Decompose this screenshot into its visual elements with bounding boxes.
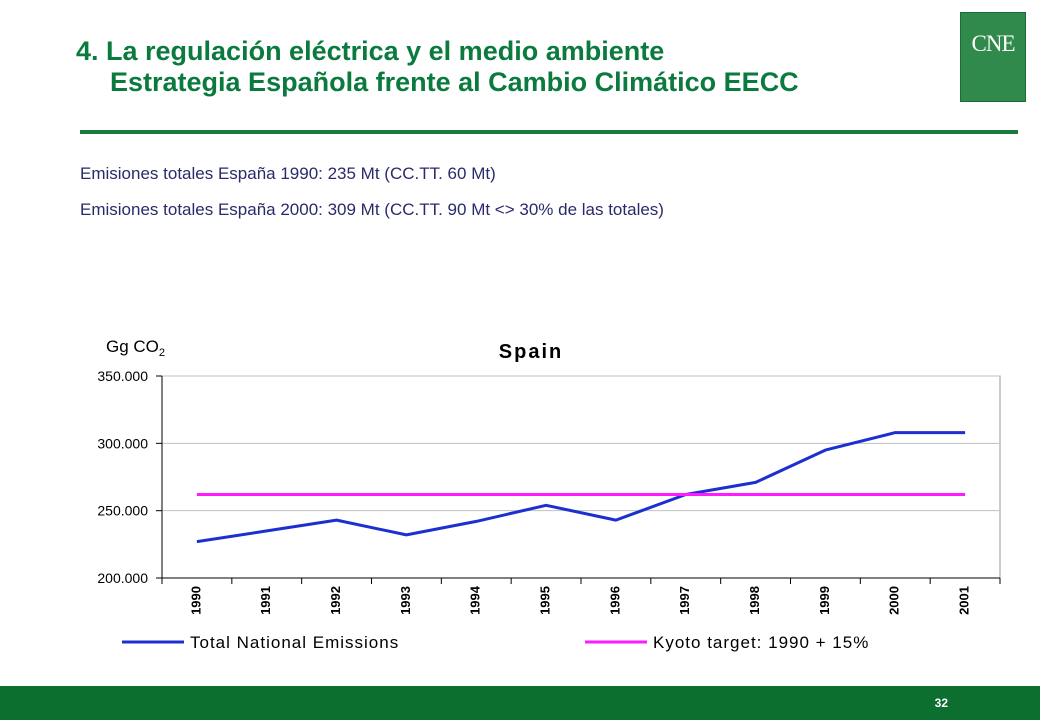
x-tick-label: 1993	[398, 586, 413, 615]
x-tick-label: 1998	[747, 586, 762, 615]
title-line-2: Estrategia Española frente al Cambio Cli…	[110, 67, 799, 97]
x-tick-label: 1990	[188, 586, 203, 615]
y-axis-label: Gg CO2	[106, 337, 165, 359]
x-tick-label: 1996	[607, 586, 622, 615]
cne-logo: CNE	[960, 12, 1026, 102]
series-line-1	[196, 431, 966, 544]
x-tick-label: 2001	[957, 586, 972, 615]
slide-title: 4. La regulación eléctrica y el medio am…	[76, 36, 799, 98]
y-tick-label: 300.000	[97, 435, 148, 451]
info-line-2000: Emisiones totales España 2000: 309 Mt (C…	[80, 200, 664, 219]
legend-label-2: Kyoto target: 1990 + 15%	[653, 633, 869, 652]
x-tick-label: 1999	[817, 586, 832, 615]
y-tick-label: 350.000	[97, 368, 148, 384]
logo-text: CNE	[971, 31, 1016, 56]
y-tick-label: 200.000	[97, 570, 148, 586]
x-tick-label: 1991	[258, 586, 273, 615]
x-tick-label: 1994	[468, 585, 483, 615]
page-number: 32	[934, 696, 948, 710]
x-tick-label: 1995	[538, 586, 553, 615]
x-tick-label: 1997	[677, 586, 692, 615]
plot-area	[161, 375, 1001, 579]
emissions-chart: Gg CO2 Spain 200.000 250.000 300.000 350.000 1…	[97, 337, 1001, 652]
chart-title: Spain	[499, 341, 563, 363]
y-tick-label: 250.000	[97, 503, 148, 519]
x-tick-label: 2000	[887, 586, 902, 615]
title-line-1: 4. La regulación eléctrica y el medio am…	[76, 36, 665, 66]
footer-bar: 32	[0, 686, 1040, 720]
x-tick-label: 1992	[328, 586, 343, 615]
legend-label-1: Total National Emissions	[190, 633, 399, 652]
title-divider	[80, 130, 1018, 134]
info-line-1990: Emisiones totales España 1990: 235 Mt (C…	[80, 164, 496, 183]
